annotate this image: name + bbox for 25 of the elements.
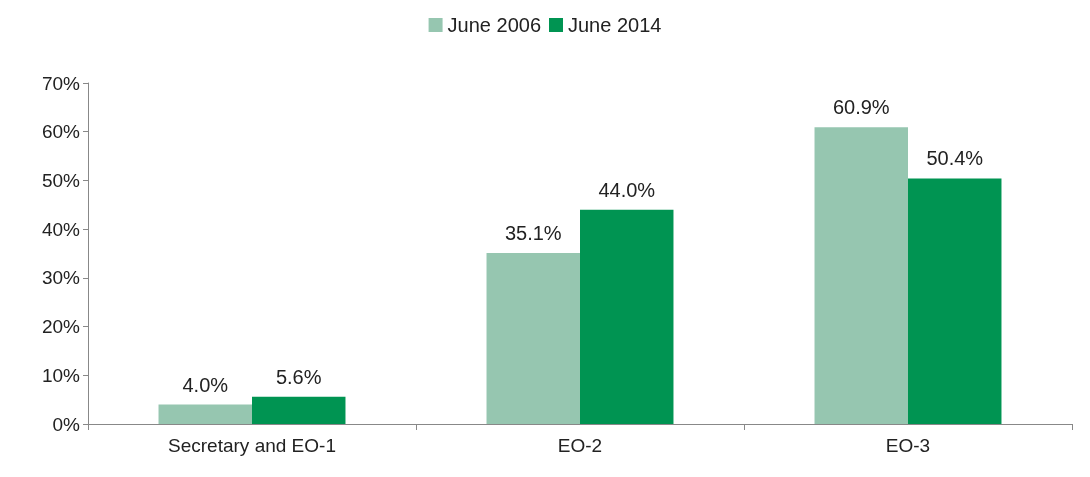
x-tick-label: Secretary and EO-1	[168, 435, 336, 456]
bar	[580, 209, 674, 424]
legend-label: June 2014	[568, 14, 662, 36]
data-label: 44.0%	[598, 178, 656, 201]
y-tick-label: 20%	[41, 316, 81, 338]
y-tick-label: 50%	[41, 169, 81, 191]
bar	[486, 253, 580, 424]
legend-label: June 2006	[447, 14, 541, 36]
y-tick-label: 70%	[41, 72, 81, 94]
data-label: 35.1%	[504, 222, 562, 245]
data-label: 5.6%	[275, 365, 322, 388]
bar	[814, 127, 908, 424]
data-label: 4.0%	[182, 373, 229, 396]
y-tick-label: 0%	[52, 413, 81, 435]
y-tick-label: 60%	[41, 121, 81, 143]
x-tick-label: EO-3	[885, 435, 931, 456]
bar	[908, 178, 1002, 424]
y-tick-label: 40%	[41, 218, 81, 240]
data-label: 60.9%	[832, 96, 890, 119]
bar	[158, 404, 252, 424]
y-tick-label: 30%	[41, 267, 81, 289]
x-tick-label: EO-2	[557, 435, 603, 456]
data-label: 50.4%	[926, 147, 984, 170]
bar	[252, 396, 346, 424]
y-tick-label: 10%	[41, 364, 81, 386]
